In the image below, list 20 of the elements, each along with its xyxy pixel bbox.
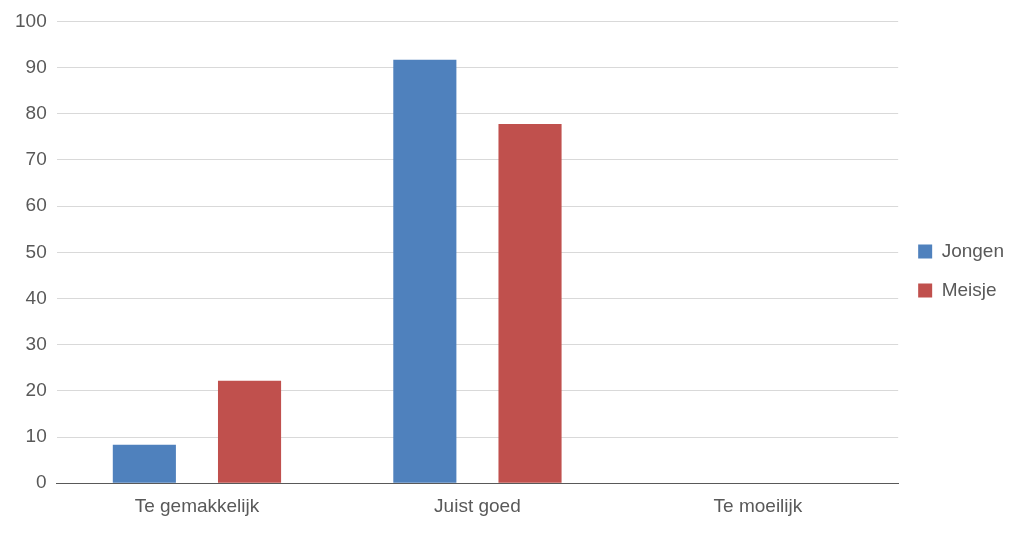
y-tick-label: 100: [15, 9, 47, 31]
y-tick-label: 70: [25, 148, 47, 170]
y-tick-label: 0: [36, 471, 47, 493]
bar: [112, 444, 176, 483]
x-tick-label: Te gemakkelijk: [134, 494, 260, 516]
bar: [217, 380, 282, 483]
legend-label: Meisje: [941, 278, 997, 300]
y-tick-label: 20: [25, 379, 47, 401]
y-tick-label: 50: [25, 240, 47, 262]
y-tick-label: 60: [25, 194, 47, 216]
y-tick-label: 90: [25, 55, 47, 77]
bar: [498, 123, 562, 483]
y-tick-label: 30: [25, 332, 47, 354]
bar: [393, 59, 457, 483]
x-tick-label: Te moeilijk: [713, 494, 803, 516]
legend-label: Jongen: [941, 239, 1005, 261]
x-tick-label: Juist goed: [434, 494, 521, 516]
y-tick-label: 80: [25, 101, 47, 123]
y-tick-label: 10: [25, 425, 47, 447]
y-tick-label: 40: [25, 286, 47, 308]
